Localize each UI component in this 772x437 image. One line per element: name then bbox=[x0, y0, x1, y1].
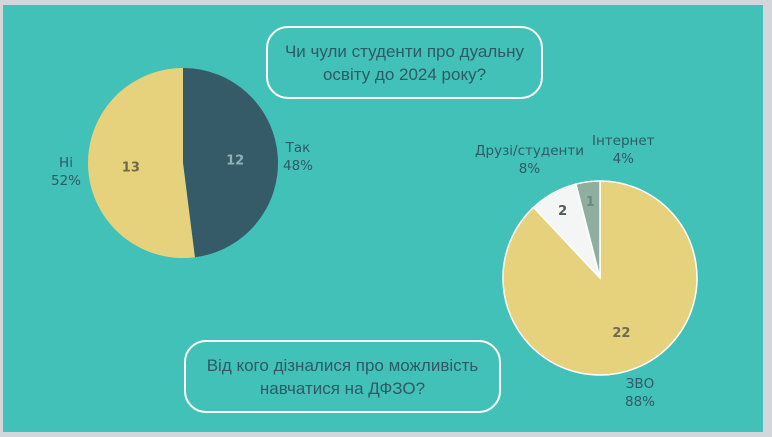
percent-zvo: 88% bbox=[625, 394, 656, 410]
label-internet: Інтернет bbox=[592, 133, 655, 149]
legend-internet: Інтернет 4% bbox=[592, 132, 655, 168]
question-1-box: Чи чули студенти про дуальну освіту до 2… bbox=[266, 26, 543, 99]
legend-ni: Ні 52% bbox=[51, 154, 81, 190]
legend-zvo: ЗВО 88% bbox=[625, 375, 655, 411]
percent-internet: 4% bbox=[612, 151, 634, 167]
label-friends: Друзі/студенти bbox=[475, 143, 584, 159]
label-zvo: ЗВО bbox=[625, 376, 655, 392]
question-2-title: Від кого дізналися про можливість навчат… bbox=[206, 355, 479, 398]
pie2-value-label-0: 22 bbox=[612, 326, 630, 341]
pie2-value-label-2: 1 bbox=[586, 195, 595, 210]
label-ni: Ні bbox=[59, 155, 73, 171]
pie2-slice-2 bbox=[574, 180, 601, 279]
label-tak: Так bbox=[285, 140, 311, 156]
legend-tak: Так 48% bbox=[283, 139, 313, 175]
pie1-value-label-0: 12 bbox=[226, 154, 244, 169]
pie1-slice-1 bbox=[88, 68, 195, 258]
legend-friends: Друзі/студенти 8% bbox=[475, 142, 584, 178]
question-1-title: Чи чули студенти про дуальну освіту до 2… bbox=[284, 41, 525, 84]
question-2-box: Від кого дізналися про можливість навчат… bbox=[184, 340, 501, 413]
slide: Чи чули студенти про дуальну освіту до 2… bbox=[3, 5, 763, 432]
percent-tak: 48% bbox=[283, 158, 314, 174]
pie2-value-label-1: 2 bbox=[558, 204, 567, 219]
percent-friends: 8% bbox=[518, 161, 541, 177]
pie1-slice-0 bbox=[183, 68, 279, 258]
pie1-value-label-1: 13 bbox=[122, 160, 140, 175]
percent-ni: 52% bbox=[51, 173, 82, 189]
